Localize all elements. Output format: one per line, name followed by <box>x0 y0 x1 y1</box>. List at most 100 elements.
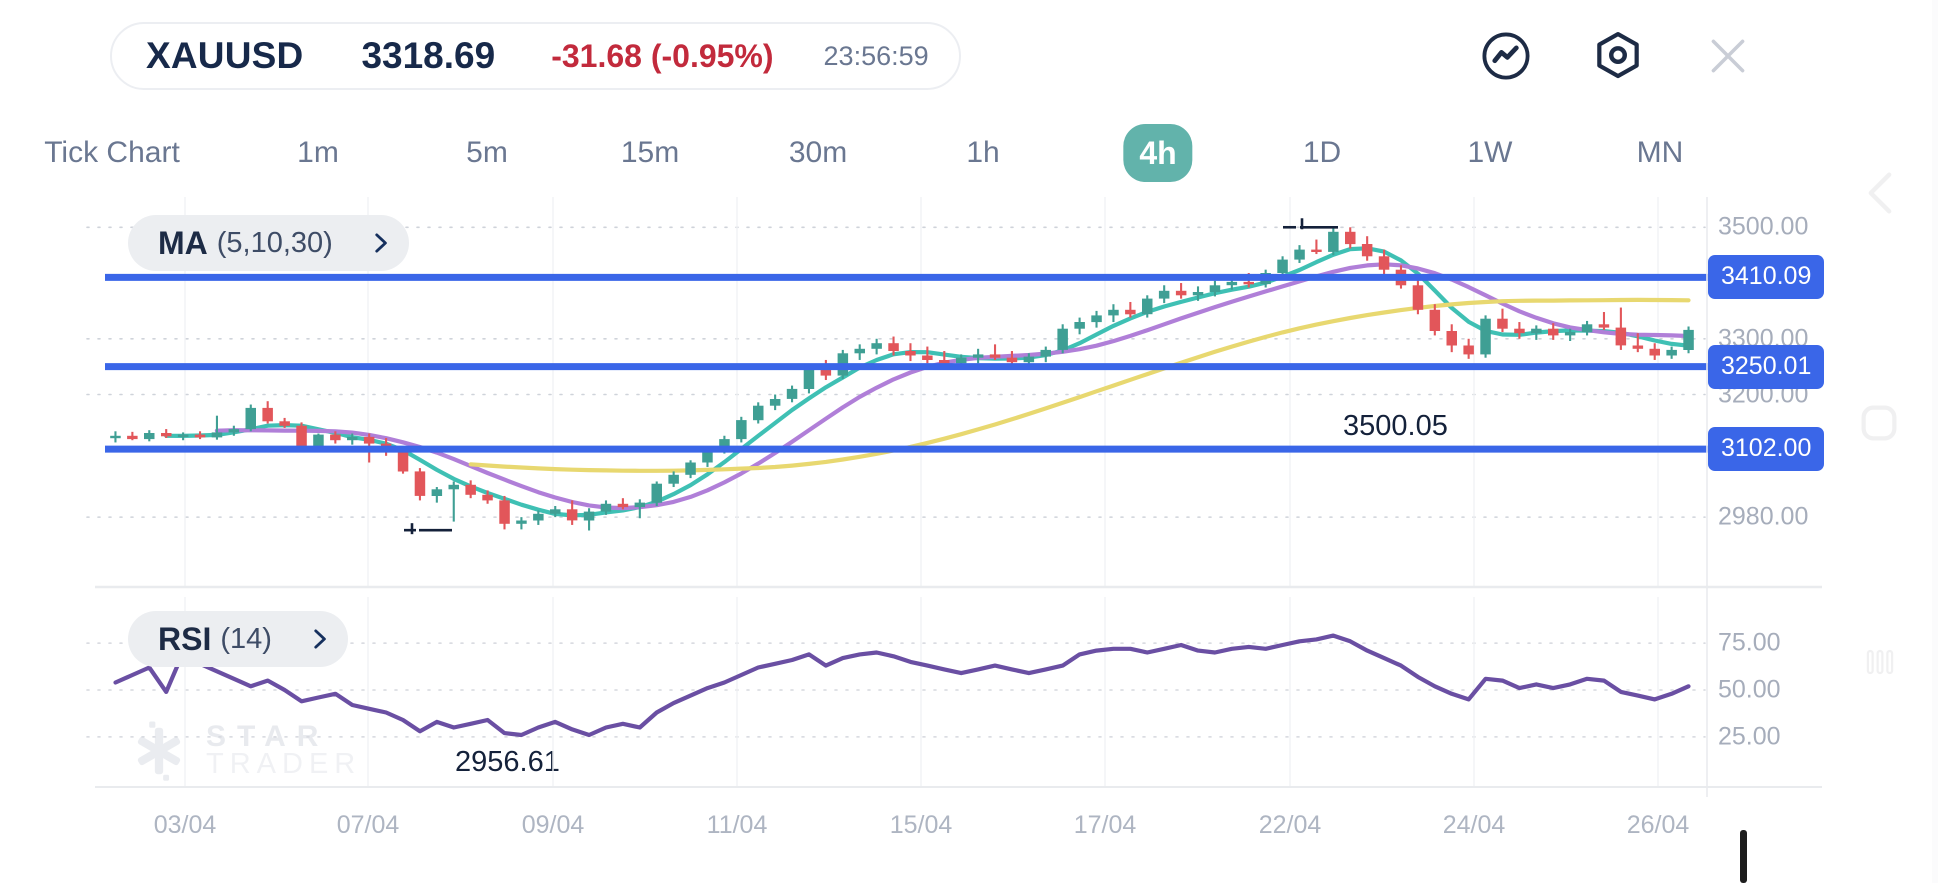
candle <box>313 434 324 448</box>
candle <box>1209 285 1221 292</box>
timeframe-tab-1m[interactable]: 1m <box>297 136 339 169</box>
settings-button[interactable] <box>1590 28 1646 84</box>
timeframe-tab-5m[interactable]: 5m <box>466 136 508 169</box>
candle <box>1142 298 1153 315</box>
candle <box>617 503 629 508</box>
candle <box>753 405 764 421</box>
timeframe-tab-tick-chart[interactable]: Tick Chart <box>44 136 180 169</box>
session-clock: 23:56:59 <box>823 40 929 71</box>
candle <box>888 343 899 351</box>
candle <box>939 360 950 364</box>
chevron-left-icon <box>1868 172 1892 214</box>
watermark-line-2: TRADER <box>206 748 362 781</box>
symbol-label: XAUUSD <box>146 35 304 76</box>
candle <box>1226 281 1238 286</box>
candle <box>668 474 679 484</box>
candle <box>1615 327 1627 346</box>
rsi-line <box>113 633 1691 738</box>
candle <box>1514 328 1525 334</box>
candle <box>583 511 595 521</box>
candle <box>989 354 1001 358</box>
time-axis-tick: 07/04 <box>336 811 400 839</box>
candle <box>1666 349 1677 356</box>
timeframe-tabs: Tick Chart 1m 5m 15m 30m 1h 4h 1D 1W MN <box>0 112 1938 197</box>
last-price: 3318.69 <box>361 35 496 76</box>
candle <box>397 452 409 472</box>
candle <box>1463 345 1474 355</box>
rsi-pane[interactable]: RSI (14) 75.00 50.00 25.00 <box>0 597 1938 797</box>
ma-indicator-badge[interactable]: MA (5,10,30) <box>128 215 409 271</box>
candle <box>1006 357 1018 363</box>
candle <box>736 420 747 440</box>
candle <box>245 407 256 430</box>
price-pane[interactable]: STAR TRADER MA (5,10,30) 3500.05 2956.61… <box>0 197 1938 781</box>
timeframe-tab-1w[interactable]: 1W <box>1467 136 1513 169</box>
candle <box>956 357 967 364</box>
candle <box>820 370 832 376</box>
ma-chevron-right-icon[interactable] <box>367 230 393 256</box>
candle <box>1243 281 1254 285</box>
star-burst-icon <box>137 721 181 781</box>
candle <box>1446 331 1457 346</box>
timeframe-tab-30m[interactable]: 30m <box>788 136 848 169</box>
chart-area[interactable]: STAR TRADER MA (5,10,30) 3500.05 2956.61… <box>0 197 1938 883</box>
left-edge-strip <box>0 0 14 883</box>
candle <box>1378 256 1390 270</box>
candle <box>127 435 138 440</box>
system-back-hint[interactable] <box>1858 165 1902 221</box>
candle <box>1294 249 1305 260</box>
timeframe-tab-1h[interactable]: 1h <box>966 136 1000 169</box>
candle <box>363 436 375 444</box>
candle <box>1345 231 1356 245</box>
hexagon-gear-icon <box>1597 31 1639 79</box>
ma-indicator-name: MA <box>158 224 208 261</box>
candle <box>854 348 865 354</box>
star-trader-watermark: STAR TRADER <box>128 720 361 782</box>
candle <box>634 502 646 508</box>
candle <box>448 484 459 490</box>
candle <box>262 407 273 422</box>
candle <box>550 509 561 514</box>
timeframe-tab-15m[interactable]: 15m <box>620 136 680 169</box>
candle <box>482 494 493 501</box>
rsi-indicator-badge[interactable]: RSI (14) <box>128 611 348 667</box>
candle <box>1649 348 1660 356</box>
candle <box>465 484 476 495</box>
candle <box>1192 292 1204 296</box>
price-level-badge[interactable]: 3410.09 <box>1708 255 1825 300</box>
candle <box>1125 309 1136 315</box>
price-axis-tick: 3500.00 <box>1718 212 1809 241</box>
candle <box>1598 324 1610 328</box>
timeframe-tab-1d[interactable]: 1D <box>1302 136 1342 169</box>
candle <box>972 354 984 358</box>
candle <box>719 439 730 451</box>
rsi-chevron-right-icon[interactable] <box>306 626 332 652</box>
candle <box>347 436 358 441</box>
candle <box>871 343 882 349</box>
candle <box>330 434 341 441</box>
candle <box>1158 290 1170 299</box>
close-button[interactable] <box>1700 28 1756 84</box>
bottom-notch <box>1740 830 1747 883</box>
candle <box>1277 259 1288 273</box>
timeframe-tab-mn[interactable]: MN <box>1636 136 1684 169</box>
quote-pill[interactable]: XAUUSD 3318.69 -31.68 (-0.95%) 23:56:59 <box>110 22 961 90</box>
candle <box>600 503 612 512</box>
right-edge-strip <box>1932 0 1938 883</box>
candle <box>177 434 189 437</box>
candle <box>651 483 662 503</box>
price-level-badge[interactable]: 3102.00 <box>1708 427 1825 472</box>
candle <box>1548 328 1559 336</box>
price-axis-tick: 2980.00 <box>1718 502 1809 531</box>
candle <box>296 425 307 448</box>
timeframe-tab-4h[interactable]: 4h <box>1123 124 1193 182</box>
time-axis-tick: 24/04 <box>1442 811 1506 839</box>
system-recents-hint[interactable] <box>1858 640 1902 684</box>
price-level-badge[interactable]: 3250.01 <box>1708 344 1825 389</box>
system-home-hint[interactable] <box>1856 400 1902 446</box>
indicators-button[interactable] <box>1478 28 1534 84</box>
candle <box>702 450 713 463</box>
candle <box>803 370 815 389</box>
rsi-axis-tick: 25.00 <box>1718 722 1781 751</box>
candle <box>1091 315 1102 323</box>
